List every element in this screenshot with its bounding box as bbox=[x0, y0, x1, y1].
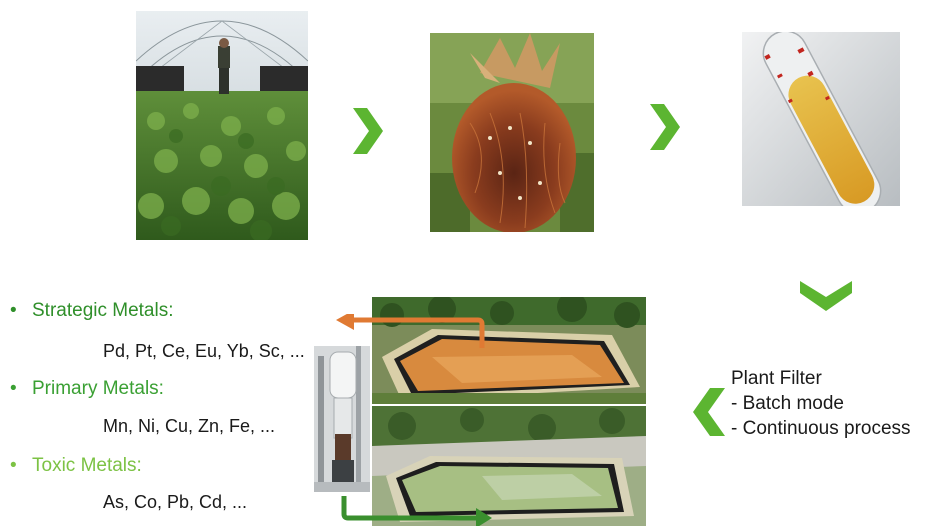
greenhouse-photo bbox=[136, 11, 308, 240]
plant-filter-box: Plant Filter - Batch mode - Continuous p… bbox=[731, 366, 911, 441]
strategic-metals-list: Pd, Pt, Ce, Eu, Yb, Sc, ... bbox=[103, 341, 305, 361]
chevron-right-icon bbox=[353, 108, 383, 154]
chevron-right-icon bbox=[650, 104, 680, 150]
roots-photo bbox=[430, 33, 594, 232]
green-pond-photo bbox=[372, 406, 646, 526]
plant-filter-line-batch: - Batch mode bbox=[731, 393, 844, 414]
green-flow-arrow bbox=[336, 496, 496, 528]
chevron-down-icon bbox=[800, 281, 852, 311]
bullet-icon: • bbox=[10, 300, 17, 321]
toxic-metals-heading: • Toxic Metals: bbox=[10, 455, 142, 477]
strategic-metals-heading: • Strategic Metals: bbox=[10, 300, 174, 322]
primary-metals-list: Mn, Ni, Cu, Zn, Fe, ... bbox=[103, 416, 276, 436]
orange-pond-photo bbox=[372, 297, 646, 404]
bullet-icon: • bbox=[10, 455, 17, 476]
orange-flow-arrow bbox=[332, 310, 492, 358]
toxic-metals-list: As, Co, Pb, Cd, ... bbox=[103, 492, 248, 512]
bullet-icon: • bbox=[10, 378, 17, 399]
chevron-left-icon bbox=[693, 388, 725, 436]
toxic-metals-label: Toxic Metals: bbox=[32, 455, 142, 476]
primary-metals-heading: • Primary Metals: bbox=[10, 378, 164, 400]
strategic-metals-label: Strategic Metals: bbox=[32, 300, 174, 321]
primary-metals-label: Primary Metals: bbox=[32, 378, 164, 399]
plant-filter-title: Plant Filter bbox=[731, 368, 822, 389]
test-tube-photo bbox=[742, 32, 900, 206]
plant-filter-line-continuous: - Continuous process bbox=[731, 418, 911, 439]
filter-column-photo bbox=[314, 346, 370, 492]
